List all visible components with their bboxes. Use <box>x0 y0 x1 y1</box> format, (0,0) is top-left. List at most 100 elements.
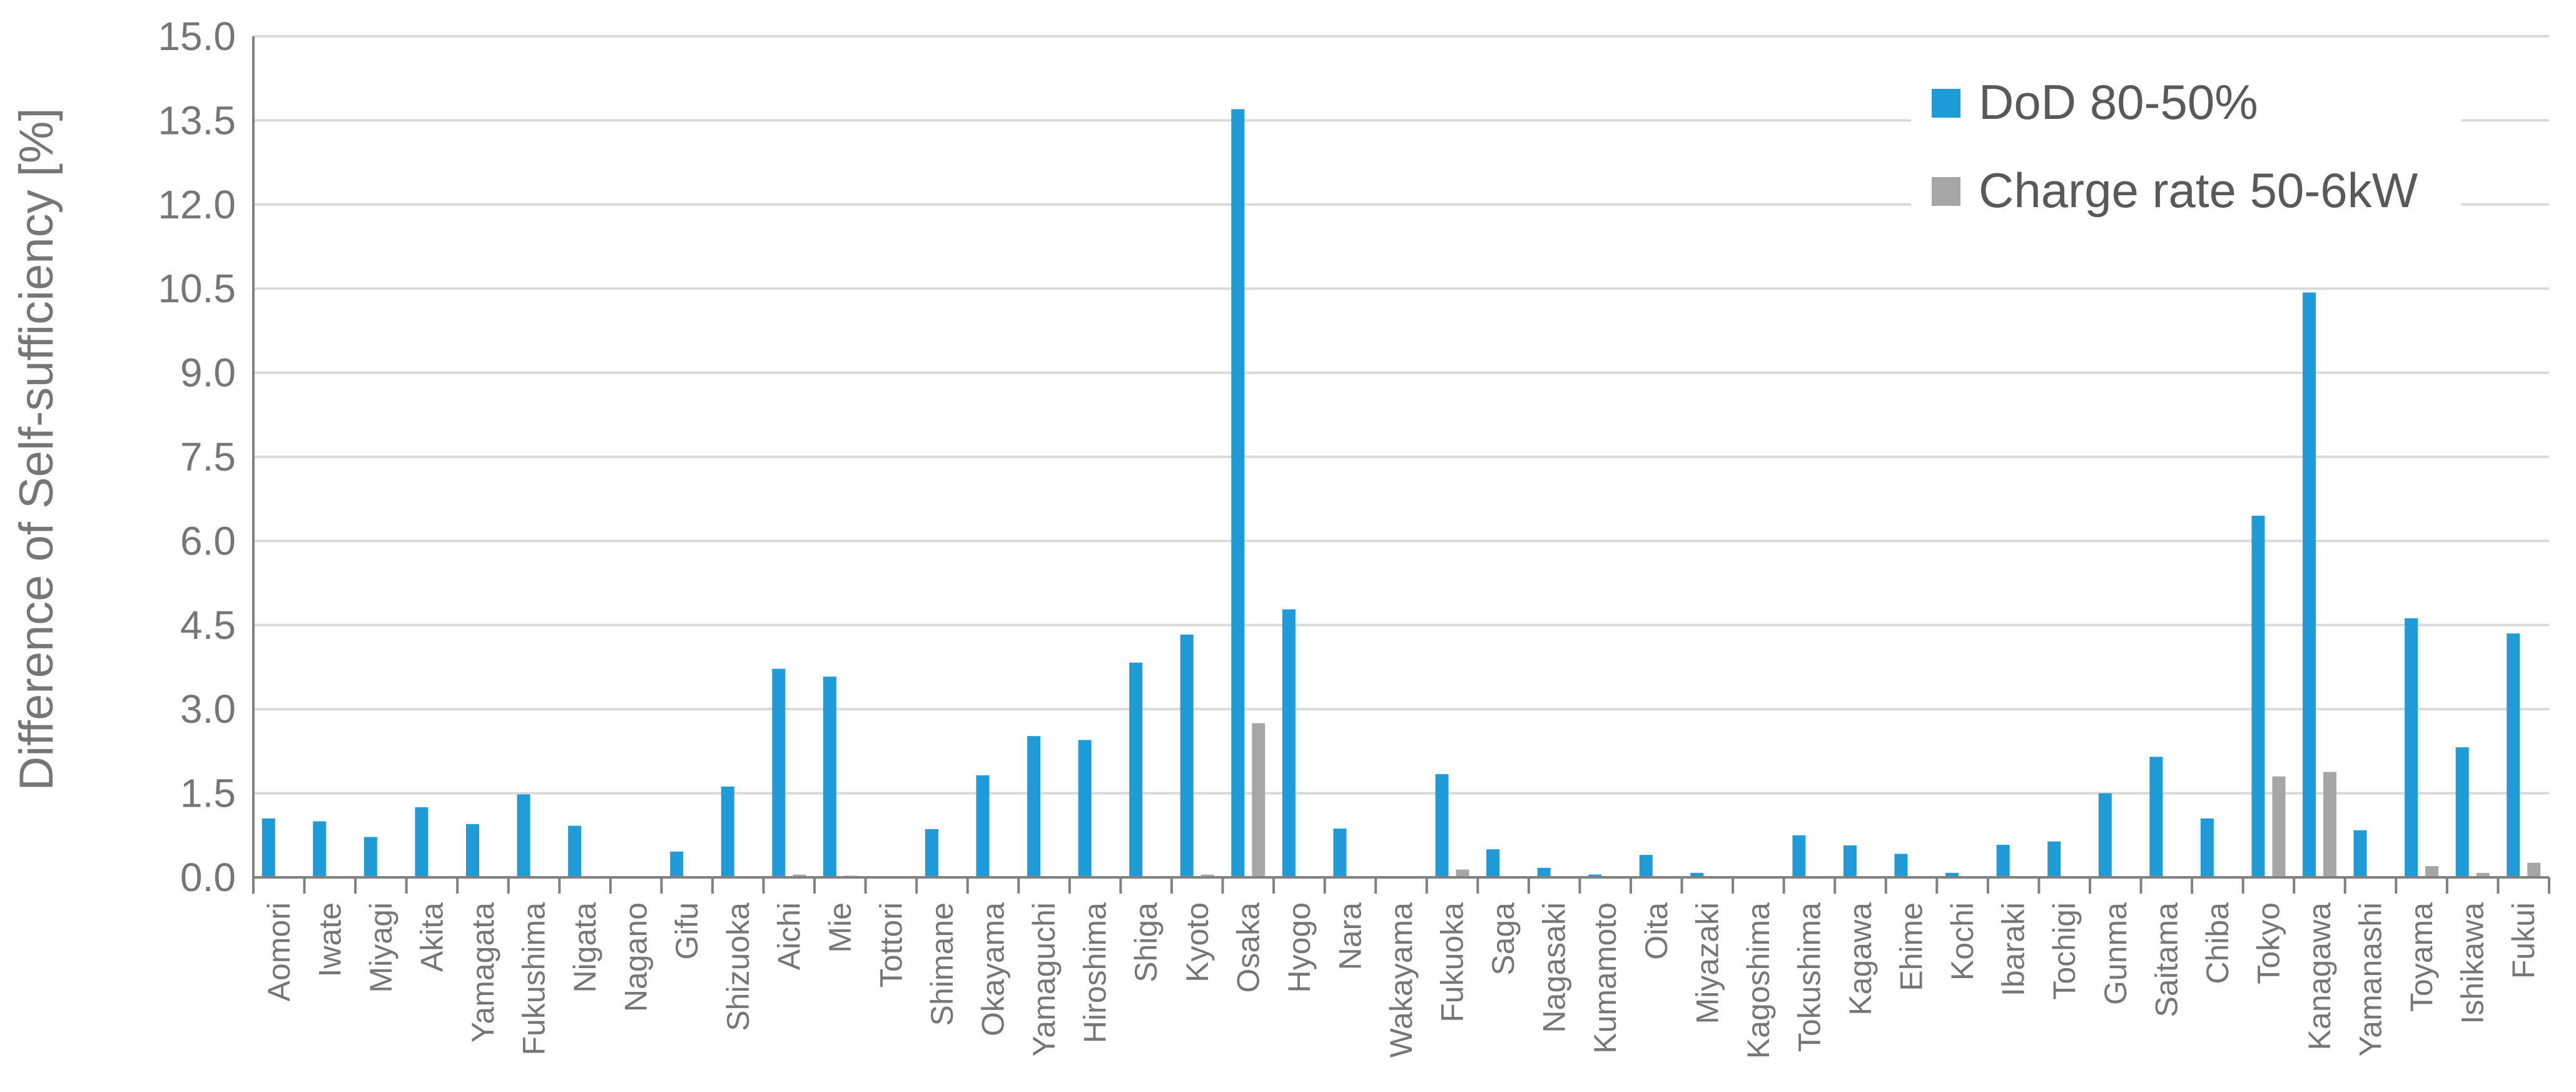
y-tick-label: 13.5 <box>158 98 236 143</box>
bar-dod-yamanashi <box>2353 830 2367 877</box>
x-tick-label-kyoto: Kyoto <box>1180 902 1215 982</box>
bar-charge-rate-osaka <box>1252 723 1265 877</box>
bar-dod-okayama <box>976 775 990 877</box>
x-tick-label-kagawa: Kagawa <box>1843 902 1878 1016</box>
bar-dod-kagawa <box>1843 845 1857 877</box>
x-tick-label-nara: Nara <box>1332 902 1367 971</box>
x-tick-label-kumamoto: Kumamoto <box>1588 902 1623 1054</box>
bar-dod-aichi <box>772 668 786 877</box>
bar-dod-fukushima <box>517 794 530 877</box>
x-tick-label-nagano: Nagano <box>619 902 654 1012</box>
x-tick-label-nagasaki: Nagasaki <box>1537 902 1572 1033</box>
bar-dod-mie <box>823 676 836 877</box>
bar-dod-hyogo <box>1282 609 1296 877</box>
x-tick-label-chiba: Chiba <box>2200 902 2235 984</box>
x-tick-label-fukui: Fukui <box>2506 902 2541 979</box>
x-tick-label-fukuoka: Fukuoka <box>1435 902 1470 1023</box>
x-tick-label-shimane: Shimane <box>925 902 960 1026</box>
bar-dod-shizuoka <box>721 786 734 877</box>
x-tick-label-yamaguchi: Yamaguchi <box>1027 902 1062 1056</box>
x-tick-label-tochigi: Tochigi <box>2047 902 2082 1000</box>
x-tick-label-fukushima: Fukushima <box>517 902 552 1056</box>
x-tick-label-ibaraki: Ibaraki <box>1996 902 2031 996</box>
x-tick-label-wakayama: Wakayama <box>1384 902 1419 1058</box>
x-tick-label-aomori: Aomori <box>261 902 297 1001</box>
bar-dod-oita <box>1639 855 1653 877</box>
y-tick-label: 12.0 <box>158 182 236 227</box>
bar-charge-rate-kyoto <box>1200 874 1214 877</box>
bar-dod-kochi <box>1945 872 1959 877</box>
x-tick-label-toyama: Toyama <box>2404 902 2439 1012</box>
x-tick-label-hyogo: Hyogo <box>1282 902 1317 993</box>
x-tick-label-aichi: Aichi <box>771 902 806 970</box>
bar-dod-fukui <box>2507 633 2520 877</box>
bar-dod-miyazaki <box>1690 872 1704 877</box>
bar-charge-rate-fukuoka <box>1456 869 1469 877</box>
bar-dod-akita <box>415 807 428 877</box>
x-tick-label-tokyo: Tokyo <box>2251 902 2286 984</box>
bar-charge-rate-toyama <box>2425 866 2439 877</box>
x-tick-label-saitama: Saitama <box>2149 902 2184 1018</box>
y-tick-label: 9.0 <box>180 350 236 395</box>
y-tick-label: 0.0 <box>180 855 236 900</box>
gridlines <box>253 35 2549 795</box>
y-tick-labels: 0.0 1.5 3.0 4.5 6.0 7.5 9.0 10.5 12.0 13.5 15.0 <box>158 14 236 900</box>
bar-dod-nara <box>1333 829 1347 877</box>
x-tick-label-miyagi: Miyagi <box>363 902 398 992</box>
bar-dod-yamagata <box>466 824 479 877</box>
bar-charge-rate-tokyo <box>2272 776 2286 877</box>
x-tick-label-yamanashi: Yamanashi <box>2353 902 2388 1056</box>
x-tick-label-shiga: Shiga <box>1128 902 1164 982</box>
bar-dod-fukuoka <box>1435 774 1449 877</box>
x-tick-label-kochi: Kochi <box>1945 902 1980 981</box>
bar-dod-toyama <box>2405 618 2418 877</box>
bar-dod-gunma <box>2098 793 2112 877</box>
y-tick-label: 4.5 <box>180 603 236 648</box>
bar-dod-ishikawa <box>2455 747 2469 877</box>
x-tick-label-gunma: Gunma <box>2098 902 2133 1005</box>
legend-label-dod: DoD 80-50% <box>1979 74 2258 130</box>
x-tick-label-kanagawa: Kanagawa <box>2302 902 2337 1050</box>
bar-dod-hiroshima <box>1078 740 1092 877</box>
y-tick-label: 3.0 <box>180 686 236 732</box>
bar-dod-aomori <box>261 818 275 877</box>
y-tick-label: 6.0 <box>180 518 236 563</box>
bar-dod-osaka <box>1231 109 1245 878</box>
x-tick-label-iwate: Iwate <box>312 902 347 977</box>
bar-charge-rate-fukui <box>2527 862 2541 877</box>
legend-swatch-charge-rate <box>1932 177 1960 206</box>
bars <box>261 109 2541 878</box>
x-tick-labels: Aomori Iwate Miyagi Akita Yamagata Fukushima N… <box>261 902 2541 1059</box>
x-tick-label-osaka: Osaka <box>1230 902 1265 993</box>
legend-label-charge-rate: Charge rate 50-6kW <box>1979 163 2418 218</box>
y-axis-label: Difference of Self-sufficiency [%] <box>10 108 63 790</box>
bar-charge-rate-aichi <box>793 874 806 877</box>
x-tick-label-shizuoka: Shizuoka <box>721 902 756 1031</box>
legend: DoD 80-50% Charge rate 50-6kW <box>1911 69 2462 235</box>
bar-dod-kanagawa <box>2303 292 2316 877</box>
x-tick-label-ishikawa: Ishikawa <box>2455 902 2490 1024</box>
x-tick-label-saga: Saga <box>1486 902 1521 976</box>
y-tick-label: 1.5 <box>180 771 236 816</box>
x-tick-label-kagoshima: Kagoshima <box>1741 902 1776 1059</box>
legend-background <box>1911 69 2462 235</box>
bar-dod-chiba <box>2200 818 2214 877</box>
bar-dod-nagasaki <box>1537 867 1551 877</box>
bar-dod-iwate <box>313 821 327 877</box>
bar-dod-kyoto <box>1180 635 1194 877</box>
x-tick-label-hiroshima: Hiroshima <box>1078 902 1113 1043</box>
x-tick-label-nigata: Nigata <box>567 902 602 993</box>
bar-dod-tochigi <box>2047 841 2061 877</box>
x-tick-label-gifu: Gifu <box>669 902 704 960</box>
bar-dod-ehime <box>1894 854 1908 877</box>
x-tick-label-akita: Akita <box>414 902 449 972</box>
bar-dod-miyagi <box>363 837 377 877</box>
bar-dod-nigata <box>568 825 582 877</box>
bar-dod-tokyo <box>2251 516 2265 877</box>
bar-charge-rate-kanagawa <box>2323 772 2336 877</box>
x-tick-label-oita: Oita <box>1639 902 1674 960</box>
x-tick-label-tottori: Tottori <box>873 902 908 987</box>
x-tick-label-ehime: Ehime <box>1894 902 1929 991</box>
y-tick-label: 10.5 <box>158 266 236 311</box>
